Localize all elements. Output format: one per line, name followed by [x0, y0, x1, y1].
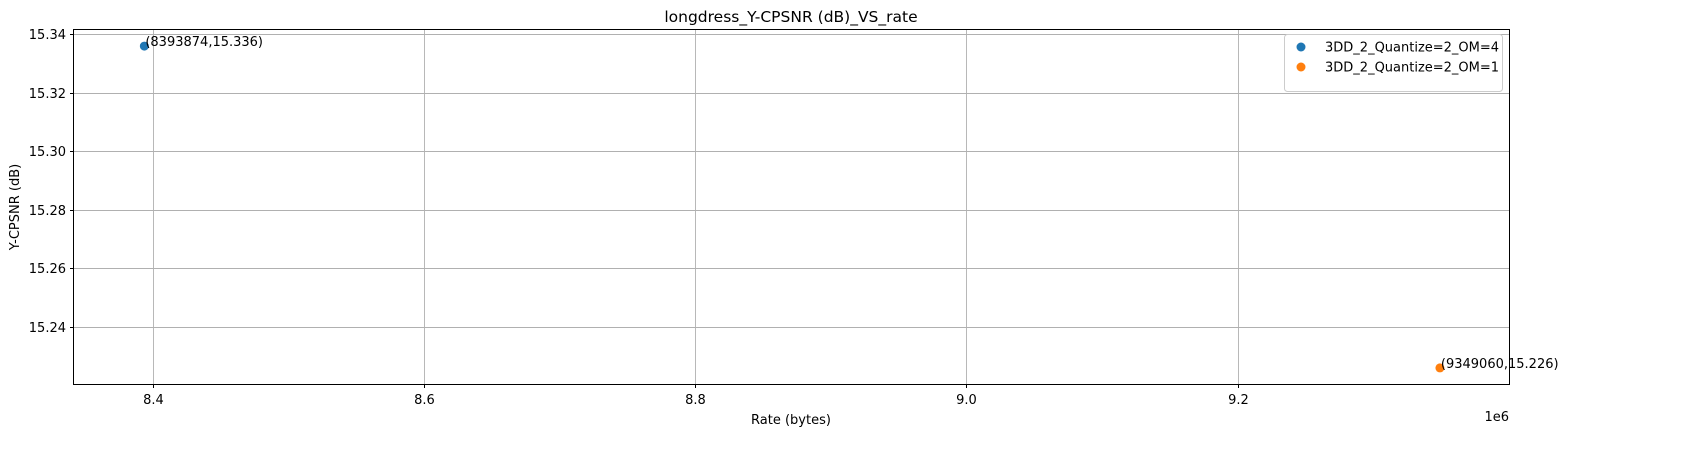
x-axis-ticks: 8.4 8.6 8.8 9.0 9.2: [143, 384, 1249, 408]
scatter-point: [139, 41, 149, 51]
legend-marker-series-1: [1296, 42, 1306, 52]
y-tick-label: 15.32: [29, 87, 66, 102]
chart-title: longdress_Y-CPSNR (dB)_VS_rate: [664, 8, 917, 27]
y-axis-ticks: 15.24 15.26 15.28 15.30 15.32 15.34: [29, 28, 74, 336]
y-tick-label: 15.24: [29, 321, 66, 336]
x-tick-label: 8.6: [414, 393, 435, 408]
y-tick-label: 15.34: [29, 28, 66, 43]
x-tick-label: 8.4: [143, 393, 164, 408]
x-tick-label: 8.8: [685, 393, 706, 408]
y-tick-label: 15.28: [29, 204, 66, 219]
data-points: (8393874,15.336) (9349060,15.226): [139, 35, 1559, 373]
scatter-point: [1435, 363, 1445, 373]
x-tick-label: 9.2: [1228, 393, 1249, 408]
y-axis-label: Y-CPSNR (dB): [8, 164, 23, 251]
grid-lines: [74, 30, 1509, 384]
x-axis-offset-label: 1e6: [1484, 410, 1509, 425]
y-tick-label: 15.30: [29, 145, 66, 160]
y-tick-label: 15.26: [29, 262, 66, 277]
point-annotation: (9349060,15.226): [1441, 357, 1559, 372]
x-axis-label: Rate (bytes): [751, 413, 831, 428]
point-annotation: (8393874,15.336): [145, 35, 263, 50]
x-tick-label: 9.0: [956, 393, 977, 408]
legend: 3DD_2_Quantize=2_OM=4 3DD_2_Quantize=2_O…: [1284, 34, 1503, 92]
legend-label-series-2: 3DD_2_Quantize=2_OM=1: [1325, 61, 1499, 76]
legend-label-series-1: 3DD_2_Quantize=2_OM=4: [1325, 41, 1499, 56]
legend-box: [1284, 34, 1503, 92]
plot-frame: [73, 29, 1510, 385]
legend-marker-series-2: [1296, 62, 1306, 72]
